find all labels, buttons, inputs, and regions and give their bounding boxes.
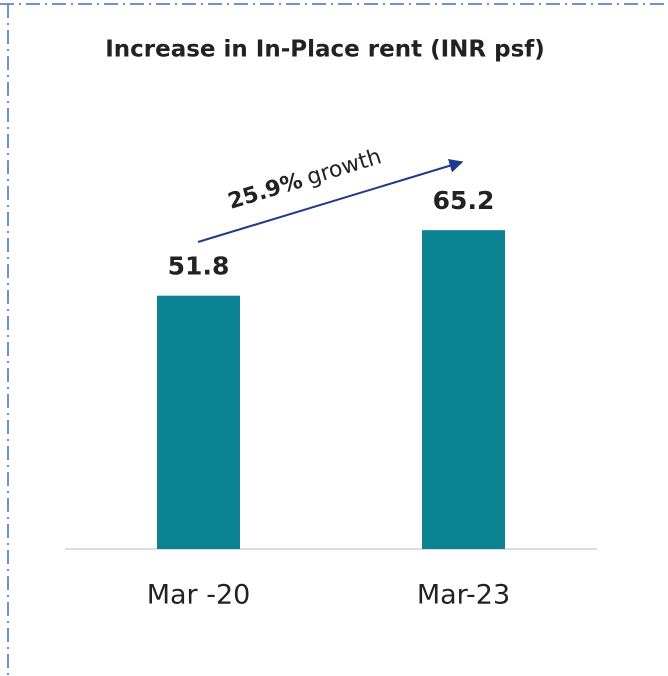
value-label: 51.8 (168, 252, 230, 281)
bar (422, 230, 505, 549)
bar (157, 295, 240, 549)
growth-arrow (197, 158, 464, 243)
x-tick-label: Mar-23 (417, 580, 510, 611)
annotation: 25.9%growth (225, 144, 384, 214)
value-label: 65.2 (433, 186, 495, 215)
annotation-text: growth (304, 144, 385, 190)
chart-title: Increase in In-Place rent (INR psf) (105, 37, 545, 63)
x-tick-label: Mar -20 (147, 580, 251, 611)
annotation-value: 25.9% (225, 168, 305, 214)
